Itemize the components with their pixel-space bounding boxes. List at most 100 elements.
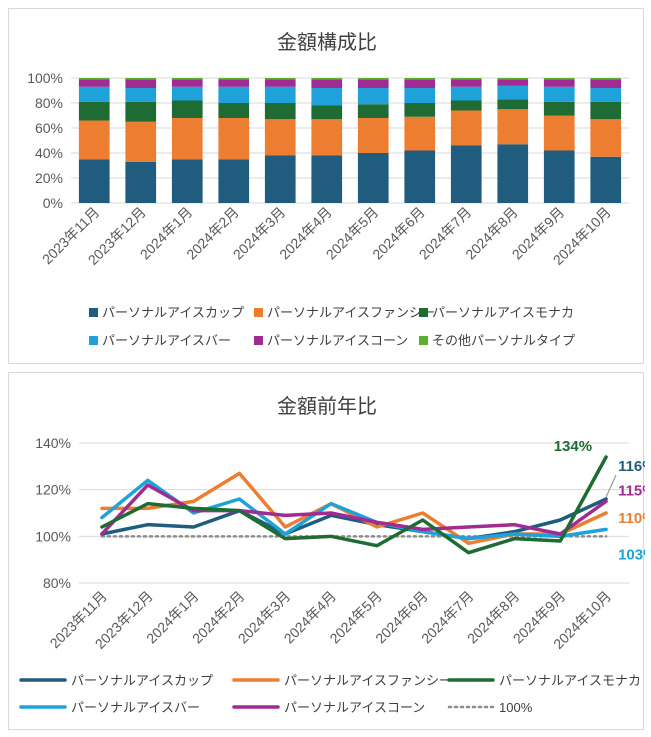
bar-segment-3 bbox=[171, 100, 203, 118]
bar-segment-6 bbox=[78, 78, 110, 80]
bar-segment-3 bbox=[357, 104, 389, 118]
bar-segment-5 bbox=[218, 79, 250, 87]
bar-segment-2 bbox=[78, 120, 110, 160]
bar-segment-6 bbox=[450, 78, 482, 80]
bar-segment-5 bbox=[450, 79, 482, 87]
bar-segment-1 bbox=[311, 155, 343, 203]
bar-segment-3 bbox=[590, 101, 622, 120]
bar-segment-2 bbox=[264, 119, 296, 156]
bar-segment-6 bbox=[125, 78, 157, 80]
legend-swatch bbox=[419, 308, 428, 317]
bar-segment-5 bbox=[78, 79, 110, 87]
bar-segment-3 bbox=[218, 103, 250, 118]
bar-segment-5 bbox=[171, 79, 203, 87]
bar-segment-5 bbox=[590, 79, 622, 88]
bar-segment-4 bbox=[590, 88, 622, 102]
bar-segment-1 bbox=[450, 145, 482, 203]
bar-segment-2 bbox=[171, 118, 203, 160]
bar-segment-1 bbox=[357, 153, 389, 203]
bar-segment-6 bbox=[311, 78, 343, 80]
legend-swatch bbox=[89, 308, 98, 317]
y-tick-label: 40% bbox=[35, 145, 63, 161]
legend-label: パーソナルアイスコーン bbox=[267, 333, 408, 348]
bar-segment-1 bbox=[78, 159, 110, 203]
bar-segment-1 bbox=[497, 144, 529, 203]
bar-segment-5 bbox=[404, 79, 436, 88]
bar-segment-5 bbox=[264, 79, 296, 87]
data-label: 115% bbox=[618, 482, 645, 499]
data-label: 116% bbox=[618, 458, 645, 475]
bar-segment-1 bbox=[218, 159, 250, 203]
bar-segment-3 bbox=[311, 105, 343, 120]
y-tick-label: 100% bbox=[27, 70, 63, 86]
bar-segment-4 bbox=[311, 88, 343, 106]
bar-segment-4 bbox=[543, 86, 575, 102]
legend-swatch bbox=[419, 336, 428, 345]
bar-segment-5 bbox=[497, 79, 529, 86]
legend-label: パーソナルアイスファンシー bbox=[284, 673, 452, 688]
bar-segment-6 bbox=[218, 78, 250, 80]
bar-segment-4 bbox=[497, 85, 529, 100]
legend-label: その他パーソナルタイプ bbox=[432, 333, 575, 348]
bar-segment-3 bbox=[497, 99, 529, 110]
bar-segment-2 bbox=[590, 119, 622, 157]
data-label: 110% bbox=[618, 510, 645, 527]
bar-segment-4 bbox=[171, 86, 203, 101]
legend-label: 100% bbox=[499, 700, 533, 715]
legend-swatch bbox=[254, 336, 263, 345]
bar-segment-6 bbox=[497, 78, 529, 80]
bar-segment-6 bbox=[171, 78, 203, 80]
legend-label: パーソナルアイスコーン bbox=[284, 700, 425, 715]
bar-segment-3 bbox=[450, 100, 482, 111]
bar-segment-4 bbox=[218, 86, 250, 103]
chart-title: 金額構成比 bbox=[277, 31, 377, 54]
bar-segment-6 bbox=[357, 78, 389, 80]
bar-segment-4 bbox=[78, 86, 110, 102]
stacked-bar-chart-panel: 金額構成比 0% 20% 40% 60% 80% 100% 2023年11月 2023年12月… bbox=[8, 8, 644, 364]
bar-segment-2 bbox=[404, 116, 436, 151]
bar-segment-3 bbox=[264, 103, 296, 120]
bar-segment-2 bbox=[543, 115, 575, 151]
bar-segment-6 bbox=[404, 78, 436, 80]
bar-segment-1 bbox=[543, 150, 575, 203]
bar-segment-2 bbox=[450, 110, 482, 146]
legend-label: パーソナルアイスモナカ bbox=[499, 673, 641, 688]
bar-segment-3 bbox=[125, 101, 157, 122]
data-label: 103% bbox=[618, 546, 645, 563]
bar-segment-2 bbox=[311, 119, 343, 156]
legend-label: パーソナルアイスバー bbox=[71, 700, 200, 715]
bar-segment-1 bbox=[404, 150, 436, 203]
bar-segment-3 bbox=[404, 103, 436, 117]
legend-label: パーソナルアイスファンシー bbox=[267, 305, 435, 320]
legend-swatch bbox=[254, 308, 263, 317]
data-label-leader bbox=[605, 474, 617, 498]
bar-segment-4 bbox=[357, 88, 389, 105]
series-line-1 bbox=[100, 497, 608, 541]
series-line-4 bbox=[100, 478, 608, 541]
legend-label: パーソナルアイスカップ bbox=[102, 305, 244, 320]
bar-segment-4 bbox=[125, 88, 157, 102]
bar-segment-1 bbox=[171, 159, 203, 203]
y-tick-label: 120% bbox=[35, 482, 71, 498]
bar-segment-6 bbox=[590, 78, 622, 80]
bar-segment-6 bbox=[264, 78, 296, 80]
bar-segment-5 bbox=[357, 79, 389, 88]
legend-swatch bbox=[89, 336, 98, 345]
bar-segment-4 bbox=[404, 88, 436, 103]
bar-segment-5 bbox=[311, 79, 343, 88]
bar-segment-2 bbox=[218, 118, 250, 160]
chart-title: 金額前年比 bbox=[277, 395, 377, 418]
y-tick-label: 20% bbox=[35, 170, 63, 186]
bar-segment-5 bbox=[543, 79, 575, 87]
bar-segment-5 bbox=[125, 79, 157, 88]
line-chart: 金額前年比 80%100%120%140%2023年11月2023年12月202… bbox=[19, 395, 645, 715]
series-line-3 bbox=[100, 455, 608, 555]
bar-segment-2 bbox=[125, 121, 157, 162]
y-tick-label: 140% bbox=[35, 435, 71, 451]
legend-label: パーソナルアイスカップ bbox=[71, 673, 213, 688]
bar-segment-3 bbox=[543, 101, 575, 116]
bar-segment-2 bbox=[357, 118, 389, 153]
bar-segment-6 bbox=[543, 78, 575, 80]
bar-segment-4 bbox=[450, 86, 482, 101]
bar-segment-3 bbox=[78, 101, 110, 121]
